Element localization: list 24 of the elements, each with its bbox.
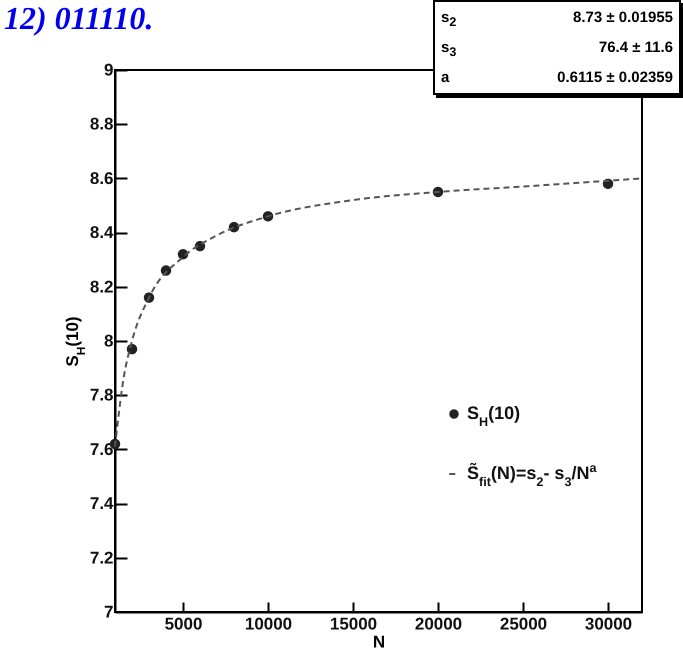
y-tick-label: 7.4: [90, 494, 114, 514]
y-tick-label: 8.8: [90, 114, 114, 134]
text: 12) 011110.: [4, 0, 154, 36]
text: s$_{3}$ 76.4 ± 11.6: [441, 39, 673, 59]
y-tick-label: 7.6: [90, 440, 114, 459]
y-tick-label: 7: [104, 602, 114, 622]
x-tick-label: 30000: [584, 614, 632, 634]
y-tick-label: 7.2: [90, 548, 114, 568]
y-tick-label: 8.2: [90, 277, 114, 296]
x-tick-label: 25000: [500, 614, 548, 634]
y-tick-label: 8.6: [90, 168, 114, 188]
y-tick-label: 7.8: [90, 386, 114, 405]
y-tick-label: 8: [104, 332, 114, 350]
x-tick-label: 10000: [244, 614, 292, 634]
x-axis-title: N: [372, 632, 386, 652]
x-tick-label: 15000: [330, 614, 378, 634]
text: s$_{2}$ 8.73 ± 0.01955: [441, 9, 673, 29]
legend-label: S̃$_{fit}$(N)=s$_{2}$- s$_{3}$/N$^{a}$: [467, 461, 598, 489]
y-tick-label: 8.4: [90, 223, 114, 242]
x-tick-label: 20000: [414, 614, 462, 634]
text: a 0.6115 ± 0.02359: [441, 69, 673, 86]
legend-label: S$_{H}$(10): [467, 403, 520, 429]
y-tick-label: 9: [104, 60, 114, 80]
x-tick-label: 5000: [164, 614, 202, 634]
